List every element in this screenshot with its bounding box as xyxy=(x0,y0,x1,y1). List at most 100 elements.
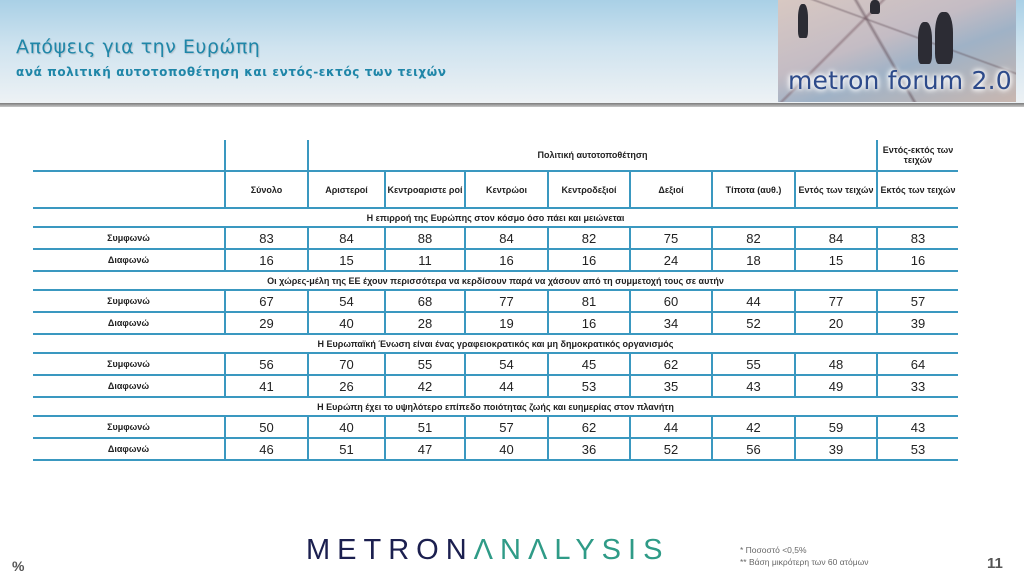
cell-value: 53 xyxy=(876,438,958,461)
cell-value: 26 xyxy=(307,375,385,398)
cell-value: 39 xyxy=(876,312,958,335)
cell-value: 67 xyxy=(224,290,308,313)
person-figure-icon xyxy=(798,4,808,38)
cell-value: 20 xyxy=(794,312,877,335)
row-label: Συμφωνώ xyxy=(33,227,225,250)
cell-value: 16 xyxy=(224,249,308,272)
column-header: Τίποτα (αυθ.) xyxy=(711,171,795,209)
group-header-row: Πολιτική αυτοτοποθέτηση Εντός-εκτός των … xyxy=(33,140,958,172)
cell-value: 40 xyxy=(307,416,385,439)
cell-value: 60 xyxy=(629,290,712,313)
question-text: Οι χώρες-μέλη της ΕΕ έχουν περισσότερα ν… xyxy=(33,271,958,291)
row-label: Συμφωνώ xyxy=(33,416,225,439)
cell-value: 42 xyxy=(711,416,795,439)
cell-value: 70 xyxy=(307,353,385,376)
column-header: Κεντροαριστε ροί xyxy=(384,171,465,209)
cell-value: 88 xyxy=(384,227,465,250)
row-label: Συμφωνώ xyxy=(33,290,225,313)
person-figure-icon xyxy=(870,0,880,14)
column-header-row: Σύνολο Αριστεροί Κεντροαριστε ροί Κεντρώ… xyxy=(33,171,958,209)
cell-value: 83 xyxy=(224,227,308,250)
cell-value: 59 xyxy=(794,416,877,439)
cell-value: 43 xyxy=(711,375,795,398)
cell-value: 44 xyxy=(629,416,712,439)
header-divider xyxy=(0,103,1024,107)
cell-value: 53 xyxy=(547,375,630,398)
cell-value: 84 xyxy=(464,227,548,250)
question-row: Η Ευρωπαϊκή Ένωση είναι ένας γραφειοκρατ… xyxy=(33,334,958,354)
cell-value: 46 xyxy=(224,438,308,461)
cell-value: 84 xyxy=(794,227,877,250)
cell-value: 11 xyxy=(384,249,465,272)
cell-value: 16 xyxy=(547,312,630,335)
cell-value: 19 xyxy=(464,312,548,335)
cell-value: 15 xyxy=(307,249,385,272)
group-header-walls: Εντός-εκτός των τειχών xyxy=(876,140,958,172)
question-row: Η επιρροή της Ευρώπης στον κόσμο όσο πάε… xyxy=(33,208,958,228)
row-label: Διαφωνώ xyxy=(33,312,225,335)
page-title: Απόψεις για την Ευρώπη xyxy=(16,36,261,58)
cell-value: 28 xyxy=(384,312,465,335)
row-label: Διαφωνώ xyxy=(33,249,225,272)
cell-value: 83 xyxy=(876,227,958,250)
row-label: Διαφωνώ xyxy=(33,438,225,461)
cell-value: 18 xyxy=(711,249,795,272)
table-row: Διαφωνώ 29 40 28 19 16 34 52 20 39 xyxy=(33,312,958,335)
unit-label: % xyxy=(12,558,25,574)
cell-value: 84 xyxy=(307,227,385,250)
footnote-1: * Ποσοστό <0,5% xyxy=(740,545,807,555)
cell-value: 29 xyxy=(224,312,308,335)
table-row: Διαφωνώ 16 15 11 16 16 24 18 15 16 xyxy=(33,249,958,272)
footnote-2: ** Βάση μικρότερη των 60 ατόμων xyxy=(740,557,869,567)
person-figure-icon xyxy=(935,12,953,64)
table-row: Συμφωνώ 56 70 55 54 45 62 55 48 64 xyxy=(33,353,958,376)
cell-value: 54 xyxy=(464,353,548,376)
row-label: Διαφωνώ xyxy=(33,375,225,398)
cell-value: 44 xyxy=(464,375,548,398)
cell-value: 41 xyxy=(224,375,308,398)
cell-value: 64 xyxy=(876,353,958,376)
metron-analysis-logo: METRONΛNΛLYSIS xyxy=(306,534,669,567)
cell-value: 51 xyxy=(384,416,465,439)
cell-value: 52 xyxy=(629,438,712,461)
cell-value: 39 xyxy=(794,438,877,461)
column-header: Σύνολο xyxy=(224,171,308,209)
person-figure-icon xyxy=(918,22,932,64)
cell-value: 15 xyxy=(794,249,877,272)
column-header: Δεξιοί xyxy=(629,171,712,209)
cell-value: 82 xyxy=(547,227,630,250)
question-text: Η Ευρώπη έχει το υψηλότερο επίπεδο ποιότ… xyxy=(33,397,958,417)
cell-value: 40 xyxy=(464,438,548,461)
logo-text: metron forum 2.0 xyxy=(788,66,1012,95)
cell-value: 62 xyxy=(547,416,630,439)
cell-value: 16 xyxy=(547,249,630,272)
cell-value: 45 xyxy=(547,353,630,376)
column-header: Κεντρώοι xyxy=(464,171,548,209)
question-text: Η επιρροή της Ευρώπης στον κόσμο όσο πάε… xyxy=(33,208,958,228)
cell-value: 77 xyxy=(794,290,877,313)
cell-value: 43 xyxy=(876,416,958,439)
results-table: Πολιτική αυτοτοποθέτηση Εντός-εκτός των … xyxy=(33,140,958,461)
question-text: Η Ευρωπαϊκή Ένωση είναι ένας γραφειοκρατ… xyxy=(33,334,958,354)
cell-value: 16 xyxy=(464,249,548,272)
cell-value: 55 xyxy=(384,353,465,376)
cell-value: 82 xyxy=(711,227,795,250)
group-header-political: Πολιτική αυτοτοποθέτηση xyxy=(307,140,877,172)
cell-value: 42 xyxy=(384,375,465,398)
cell-value: 56 xyxy=(711,438,795,461)
cell-value: 57 xyxy=(464,416,548,439)
column-header: Αριστεροί xyxy=(307,171,385,209)
table-row: Διαφωνώ 46 51 47 40 36 52 56 39 53 xyxy=(33,438,958,461)
cell-value: 47 xyxy=(384,438,465,461)
row-label: Συμφωνώ xyxy=(33,353,225,376)
cell-value: 40 xyxy=(307,312,385,335)
footnotes: * Ποσοστό <0,5% ** Βάση μικρότερη των 60… xyxy=(740,544,869,568)
cell-value: 75 xyxy=(629,227,712,250)
page-number: 11 xyxy=(987,555,1003,572)
question-row: Η Ευρώπη έχει το υψηλότερο επίπεδο ποιότ… xyxy=(33,397,958,417)
cell-value: 49 xyxy=(794,375,877,398)
cell-value: 52 xyxy=(711,312,795,335)
cell-value: 36 xyxy=(547,438,630,461)
page-subtitle: ανά πολιτική αυτοτοποθέτηση και εντός-εκ… xyxy=(16,65,447,79)
brand-part-analysis: ΛNΛLYSIS xyxy=(473,534,670,566)
